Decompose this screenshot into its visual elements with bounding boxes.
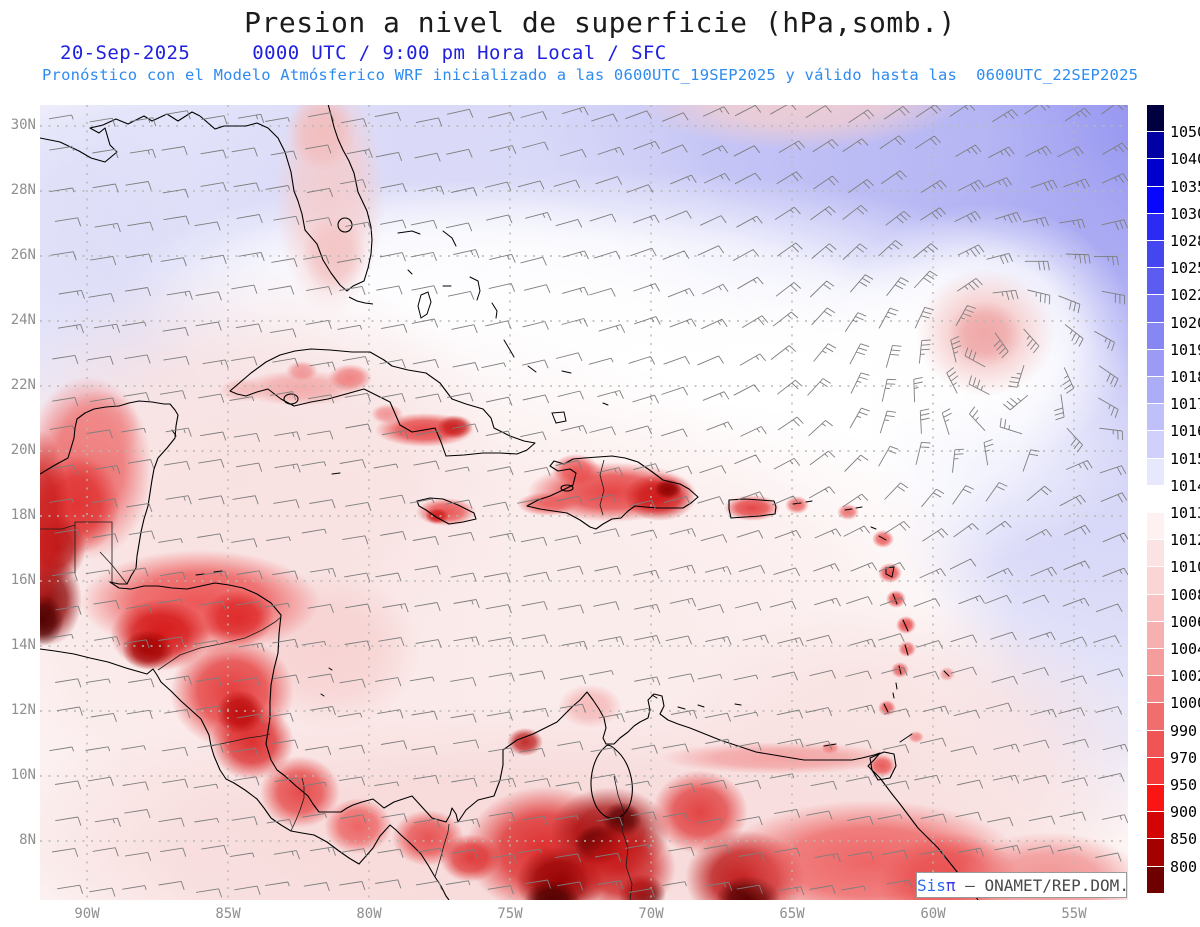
colorbar-swatch (1147, 485, 1164, 512)
colorbar-tick-label: 1014 (1170, 476, 1200, 495)
colorbar-swatch (1147, 404, 1164, 431)
colorbar-tick-label: 1000 (1170, 694, 1200, 713)
lat-tick-label: 30N (10, 117, 36, 133)
colorbar-swatch (1147, 213, 1164, 240)
colorbar-tick-label: 1025 (1170, 259, 1200, 278)
colorbar-tick-label: 1020 (1170, 313, 1200, 332)
colorbar-swatch (1147, 676, 1164, 703)
lat-tick-label: 20N (10, 442, 36, 458)
colorbar-tick-label: 1008 (1170, 585, 1200, 604)
lon-tick-label: 75W (497, 906, 523, 922)
lon-tick-label: 65W (779, 906, 805, 922)
colorbar-tick-label: 1004 (1170, 640, 1200, 658)
colorbar-tick-label: 1035 (1170, 177, 1200, 196)
colorbar-swatch (1147, 322, 1164, 349)
watermark-brand: Sis (917, 876, 946, 895)
forecast-model-line: Pronóstico con el Modelo Atmósferico WRF… (42, 66, 1139, 84)
colorbar-swatch (1147, 839, 1164, 866)
colorbar-tick-label: 1030 (1170, 204, 1200, 223)
colorbar-swatch (1147, 594, 1164, 621)
colorbar-tick-label: 1050 (1170, 123, 1200, 142)
colorbar-swatch (1147, 241, 1164, 268)
lat-tick-label: 12N (10, 702, 36, 718)
colorbar-swatch (1147, 105, 1164, 132)
lat-tick-label: 18N (10, 507, 36, 523)
colorbar-swatch (1147, 431, 1164, 458)
colorbar-swatch (1147, 812, 1164, 839)
valid-date: 20-Sep-2025 (60, 42, 191, 64)
colorbar-tick-label: 1002 (1170, 667, 1200, 686)
colorbar-tick-label: 1019 (1170, 340, 1200, 359)
lon-tick-label: 70W (638, 906, 664, 922)
colorbar-swatch (1147, 649, 1164, 676)
colorbar-swatch (1147, 458, 1164, 485)
lat-tick-label: 26N (10, 247, 36, 263)
colorbar-swatch (1147, 377, 1164, 404)
colorbar-swatch (1147, 866, 1164, 893)
colorbar-swatch (1147, 621, 1164, 648)
colorbar-swatch (1147, 132, 1164, 159)
colorbar-tick-label: 850 (1170, 830, 1198, 849)
lat-tick-label: 10N (10, 767, 36, 783)
colorbar-swatch (1147, 540, 1164, 567)
lon-tick-label: 60W (920, 906, 946, 922)
lon-tick-label: 80W (356, 906, 382, 922)
lon-tick-label: 85W (215, 906, 241, 922)
colorbar-tick-label: 1010 (1170, 558, 1200, 577)
valid-time: 0000 UTC / 9:00 pm Hora Local / SFC (252, 42, 667, 64)
lat-tick-label: 24N (10, 312, 36, 328)
colorbar-tick-label: 970 (1170, 748, 1198, 767)
lat-tick-label: 14N (10, 637, 36, 653)
lon-tick-label: 55W (1061, 906, 1087, 922)
colorbar-swatch (1147, 349, 1164, 376)
colorbar-tick-label: 1028 (1170, 232, 1200, 250)
colorbar-swatch (1147, 186, 1164, 213)
colorbar-tick-label: 1015 (1170, 449, 1200, 468)
colorbar-tick-label: 1016 (1170, 422, 1200, 441)
watermark: Sisπ – ONAMET/REP.DOM. (916, 872, 1129, 898)
colorbar-swatch (1147, 159, 1164, 186)
lat-tick-label: 8N (19, 832, 36, 848)
colorbar-swatch (1147, 757, 1164, 784)
colorbar-swatch (1147, 295, 1164, 322)
colorbar-swatch (1147, 567, 1164, 594)
watermark-separator: – (955, 876, 985, 895)
colorbar-tick-label: 1013 (1170, 504, 1200, 522)
colorbar-tick-label: 900 (1170, 803, 1198, 822)
colorbar-swatch (1147, 785, 1164, 812)
colorbar-tick-label: 950 (1170, 776, 1198, 794)
colorbar-tick-label: 1018 (1170, 368, 1200, 386)
colorbar-tick-label: 990 (1170, 721, 1198, 740)
lat-tick-label: 16N (10, 572, 36, 588)
colorbar-swatch (1147, 703, 1164, 730)
colorbar-tick-label: 1040 (1170, 150, 1200, 169)
colorbar-tick-label: 1006 (1170, 612, 1200, 631)
lat-tick-label: 22N (10, 377, 36, 393)
colorbar-tick-label: 800 (1170, 857, 1198, 876)
watermark-org: ONAMET/REP.DOM. (984, 876, 1129, 895)
colorbar-tick-label: 1012 (1170, 531, 1200, 550)
page-title: Presion a nivel de superficie (hPa,somb.… (244, 6, 956, 39)
colorbar-swatch (1147, 730, 1164, 757)
valid-date-line: 20-Sep-2025 0000 UTC / 9:00 pm Hora Local… (60, 42, 667, 64)
colorbar-swatch (1147, 268, 1164, 295)
colorbar-swatch (1147, 513, 1164, 540)
lon-tick-label: 90W (74, 906, 100, 922)
watermark-pi-symbol: π (945, 876, 956, 895)
lat-tick-label: 28N (10, 182, 36, 198)
colorbar-tick-label: 1022 (1170, 286, 1200, 305)
colorbar-tick-label: 1017 (1170, 395, 1200, 414)
